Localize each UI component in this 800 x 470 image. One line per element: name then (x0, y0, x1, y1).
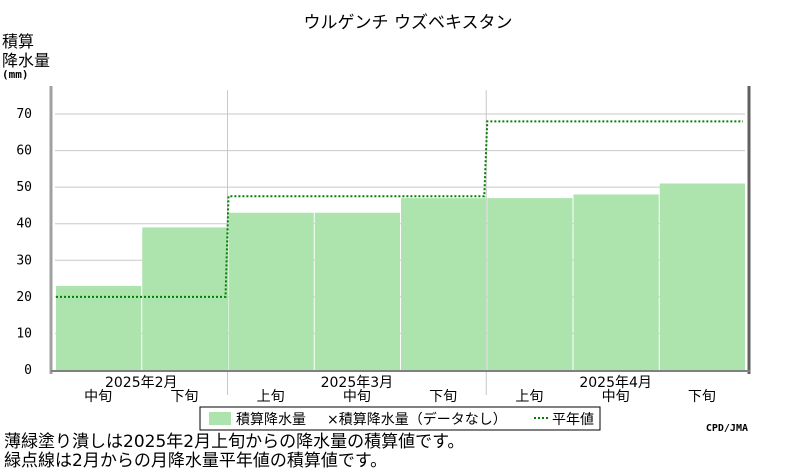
bar-2 (228, 212, 314, 370)
legend-box (199, 406, 601, 431)
legend-label-missing: ×積算降水量（データなし） (327, 411, 507, 428)
bar-3 (314, 212, 400, 370)
bar-7 (659, 183, 745, 370)
bar-6 (573, 194, 659, 370)
note-line-1: 薄緑塗り潰しは2025年2月上旬からの降水量の積算値です。 (4, 431, 464, 452)
y-tick-label-30: 30 (16, 253, 32, 268)
y-tick-label-10: 10 (16, 326, 32, 341)
x-tick-period-5: 上旬 (515, 389, 543, 405)
y-axis-unit: (mm) (2, 68, 29, 81)
bar-0 (56, 285, 142, 370)
y-tick-label-20: 20 (16, 290, 32, 305)
x-tick-period-2: 上旬 (257, 389, 285, 405)
x-tick-month-2: 2025年4月 (579, 375, 652, 391)
y-tick-label-0: 0 (24, 363, 32, 378)
normal-step-path (56, 120, 743, 298)
legend-label-normal: 平年値 (552, 412, 594, 428)
plot-frame (49, 86, 751, 374)
bar-5 (487, 198, 573, 370)
y-tick-label-70: 70 (16, 107, 32, 122)
y-tick-labels: 0 10 20 30 40 50 60 70 (16, 107, 32, 378)
y-tick-label-40: 40 (16, 217, 32, 232)
y-axis-label-line-1: 積算 (2, 32, 34, 51)
credit-label: CPD/JMA (706, 423, 748, 434)
x-tick-period-1: 下旬 (170, 389, 198, 405)
legend-label-bars: 積算降水量 (236, 412, 306, 428)
y-tick-label-60: 60 (16, 144, 32, 159)
chart-title: ウルゲンチ ウズベキスタン (304, 13, 513, 33)
normal-step-line (56, 120, 743, 298)
x-tick-period-0: 中旬 (84, 389, 112, 405)
x-tick-period-6: 中旬 (602, 389, 630, 405)
bars-series (56, 183, 745, 370)
note-line-2: 緑点線は2月からの月降水量平年値の積算値です。 (4, 451, 387, 470)
bar-4 (401, 198, 487, 370)
x-tick-period-3: 中旬 (343, 389, 371, 405)
legend-swatch-bars (209, 412, 231, 425)
y-tick-label-50: 50 (16, 180, 32, 195)
x-tick-period-7: 下旬 (688, 389, 716, 405)
x-tick-month-0: 2025年2月 (105, 375, 178, 391)
legend: 積算降水量 ×積算降水量（データなし） 平年値 (199, 406, 601, 431)
x-tick-month-1: 2025年3月 (321, 375, 394, 391)
x-tick-period-4: 下旬 (429, 389, 457, 405)
bar-1 (142, 227, 228, 370)
y-axis-label-line-2: 降水量 (2, 51, 50, 70)
